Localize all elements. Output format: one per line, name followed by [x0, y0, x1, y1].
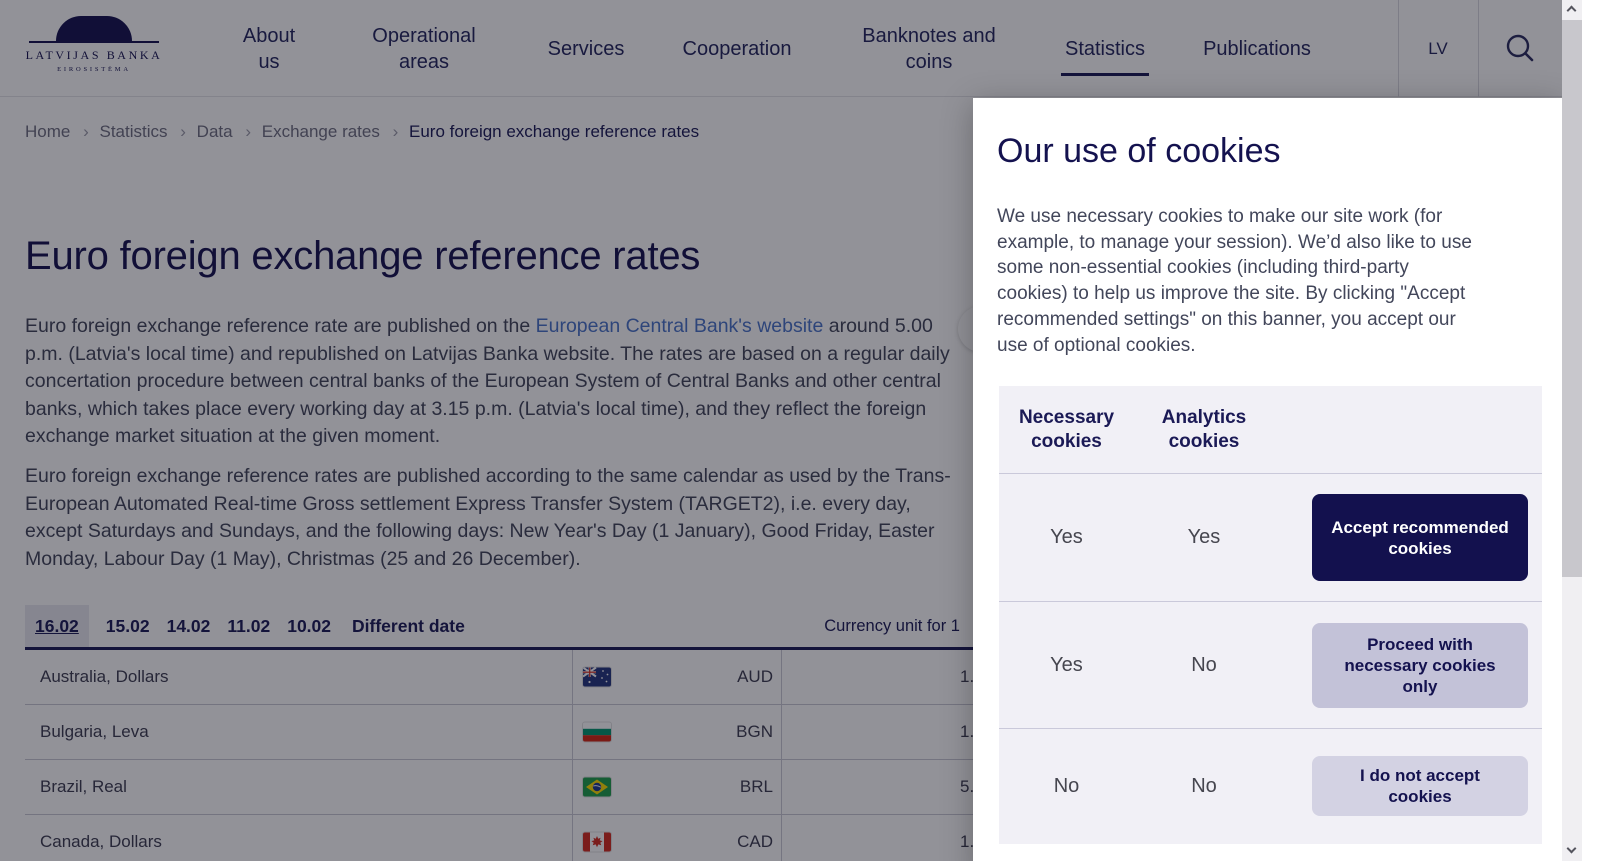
page-title: Euro foreign exchange reference rates — [25, 234, 701, 278]
bulgaria-flag-icon — [583, 722, 611, 742]
tab-date-14-02[interactable]: 14.02 — [166, 615, 211, 636]
tab-different-date[interactable]: Different date — [352, 615, 465, 636]
cookie-table-header: Necessary cookies Analytics cookies — [999, 386, 1542, 473]
table-row-brazil: Brazil, Real BRL 5. — [25, 760, 1541, 815]
column-analytics-cookies: Analytics cookies — [1161, 406, 1247, 452]
currency-code: CAD — [737, 832, 773, 851]
breadcrumb-separator: › — [83, 122, 89, 141]
language-switcher[interactable]: LV — [1428, 38, 1448, 58]
nav-divider — [1398, 0, 1399, 97]
tab-date-16-02[interactable]: 16.02 — [25, 605, 89, 647]
necessary-value: Yes — [1050, 653, 1083, 676]
breadcrumb-statistics[interactable]: Statistics — [99, 122, 168, 141]
logo-name: LATVIJAS BANKA — [25, 48, 163, 62]
search-button[interactable] — [1478, 0, 1562, 97]
top-navigation: LATVIJAS BANKA EIROSISTĒMA About us Oper… — [0, 0, 1562, 97]
search-icon — [1506, 34, 1534, 61]
calendar-paragraph: Euro foreign exchange reference rates ar… — [25, 465, 951, 570]
breadcrumb-separator: › — [180, 122, 186, 141]
cookie-row-accept: Yes Yes Accept recommended cookies — [999, 473, 1542, 601]
country-label: Australia, Dollars — [40, 667, 169, 686]
nav-item-publications[interactable]: Publications — [1203, 37, 1311, 60]
country-label: Bulgaria, Leva — [40, 722, 149, 741]
analytics-value: Yes — [1187, 526, 1221, 548]
breadcrumb-exchange-rates[interactable]: Exchange rates — [261, 122, 380, 141]
currency-code: BRL — [739, 777, 773, 796]
scroll-up-icon[interactable] — [1566, 5, 1577, 16]
breadcrumb-data[interactable]: Data — [196, 122, 233, 141]
cookie-options-table: Necessary cookies Analytics cookies Yes … — [999, 386, 1542, 844]
nav-divider — [1478, 0, 1479, 97]
tab-date-10-02[interactable]: 10.02 — [287, 615, 332, 636]
cookie-row-reject: No No I do not accept cookies — [999, 728, 1542, 843]
paragraph-text: around 5.00 p.m. (Latvia's local time) a… — [25, 315, 950, 447]
nav-item-services[interactable]: Services — [547, 37, 625, 60]
nav-item-operational-areas[interactable]: Operational areas — [372, 24, 476, 73]
vertical-scrollbar[interactable] — [1562, 0, 1582, 861]
logo-dome-icon — [56, 16, 132, 41]
latvijas-banka-logo[interactable]: LATVIJAS BANKA EIROSISTĒMA — [22, 16, 166, 73]
breadcrumb: Home › Statistics › Data › Exchange rate… — [25, 122, 705, 142]
scrollbar-thumb[interactable] — [1562, 20, 1582, 577]
tab-date-15-02[interactable]: 15.02 — [105, 615, 150, 636]
rate-value: 1. — [960, 832, 975, 851]
logo-divider — [29, 41, 159, 43]
necessary-value: No — [1053, 774, 1080, 797]
currency-unit-header: Currency unit for 1 — [824, 617, 960, 635]
date-tabs: 16.02 15.02 14.02 11.02 10.02 Different … — [25, 605, 465, 647]
brazil-flag-icon — [583, 777, 611, 797]
rate-value: 5. — [960, 777, 975, 796]
column-necessary-cookies: Necessary cookies — [1018, 406, 1115, 452]
exchange-rates-table: Australia, Dollars AUD 1. Bulgaria, Leva — [25, 647, 1541, 861]
table-row-australia: Australia, Dollars AUD 1. — [25, 650, 1541, 705]
breadcrumb-current: Euro foreign exchange reference rates — [409, 122, 700, 141]
intro-paragraph: Euro foreign exchange reference rate are… — [25, 313, 960, 451]
nav-item-about-us[interactable]: About us — [242, 24, 296, 73]
nav-item-statistics[interactable]: Statistics — [1064, 37, 1146, 60]
rate-value: 1. — [960, 667, 975, 686]
analytics-value: No — [1191, 653, 1217, 676]
analytics-value: No — [1191, 774, 1217, 797]
canada-flag-icon — [583, 832, 611, 852]
table-row-bulgaria: Bulgaria, Leva BGN 1. — [25, 705, 1541, 760]
rate-value: 1. — [960, 722, 975, 741]
accept-recommended-cookies-button[interactable]: Accept recommended cookies — [1312, 494, 1528, 581]
country-label: Canada, Dollars — [40, 832, 162, 851]
country-label: Brazil, Real — [40, 777, 127, 796]
scroll-down-icon[interactable] — [1566, 843, 1577, 854]
logo-subtitle: EIROSISTĒMA — [57, 66, 131, 73]
currency-code: BGN — [736, 722, 773, 741]
cookie-dialog-title: Our use of cookies — [997, 132, 1281, 170]
breadcrumb-separator: › — [245, 122, 251, 141]
cookie-dialog-body: We use necessary cookies to make our sit… — [997, 206, 1472, 356]
australia-flag-icon — [583, 667, 611, 687]
currency-code: AUD — [737, 667, 773, 686]
cookie-consent-dialog: Our use of cookies We use necessary cook… — [973, 98, 1562, 861]
breadcrumb-home[interactable]: Home — [25, 122, 71, 141]
tab-date-11-02[interactable]: 11.02 — [227, 615, 271, 636]
cookie-row-necessary-only: Yes No Proceed with necessary cookies on… — [999, 601, 1542, 728]
window-right-margin — [1582, 0, 1603, 861]
breadcrumb-separator: › — [392, 122, 399, 141]
ecb-website-link[interactable]: European Central Bank's website — [535, 315, 824, 337]
table-row-canada: Canada, Dollars CAD 1. — [25, 815, 1541, 861]
paragraph-text: Euro foreign exchange reference rate are… — [25, 315, 536, 337]
necessary-value: Yes — [1050, 526, 1083, 548]
proceed-necessary-cookies-button[interactable]: Proceed with necessary cookies only — [1312, 622, 1528, 708]
nav-item-cooperation[interactable]: Cooperation — [682, 37, 792, 60]
nav-item-banknotes-and-coins[interactable]: Banknotes and coins — [862, 24, 996, 73]
do-not-accept-cookies-button[interactable]: I do not accept cookies — [1312, 756, 1528, 816]
